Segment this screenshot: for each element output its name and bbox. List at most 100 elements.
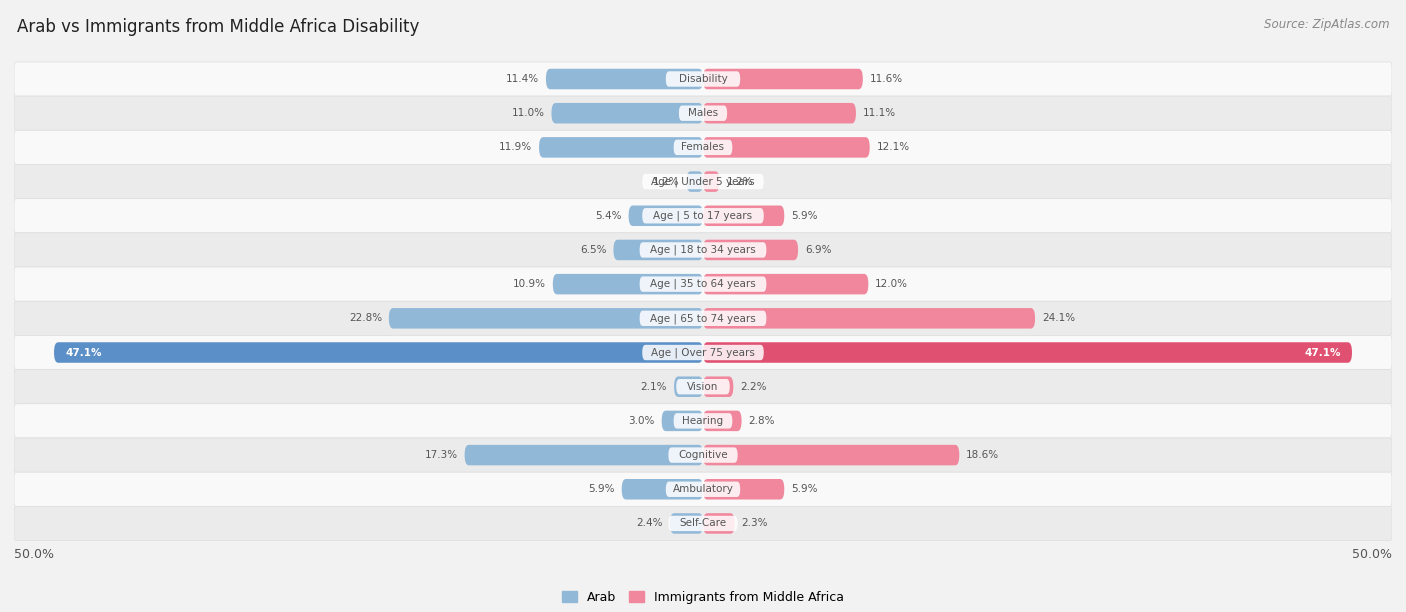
Text: Arab vs Immigrants from Middle Africa Disability: Arab vs Immigrants from Middle Africa Di… <box>17 18 419 36</box>
FancyBboxPatch shape <box>14 199 1392 233</box>
FancyBboxPatch shape <box>668 447 738 463</box>
Text: 2.8%: 2.8% <box>748 416 775 426</box>
Legend: Arab, Immigrants from Middle Africa: Arab, Immigrants from Middle Africa <box>557 586 849 609</box>
FancyBboxPatch shape <box>703 103 856 124</box>
FancyBboxPatch shape <box>703 240 799 260</box>
FancyBboxPatch shape <box>14 335 1392 370</box>
FancyBboxPatch shape <box>538 137 703 158</box>
FancyBboxPatch shape <box>14 506 1392 540</box>
FancyBboxPatch shape <box>628 206 703 226</box>
FancyBboxPatch shape <box>703 376 734 397</box>
FancyBboxPatch shape <box>679 105 727 121</box>
FancyBboxPatch shape <box>703 274 869 294</box>
FancyBboxPatch shape <box>14 62 1392 96</box>
FancyBboxPatch shape <box>14 301 1392 335</box>
FancyBboxPatch shape <box>669 513 703 534</box>
FancyBboxPatch shape <box>673 376 703 397</box>
Text: 2.4%: 2.4% <box>637 518 664 528</box>
Text: Hearing: Hearing <box>682 416 724 426</box>
FancyBboxPatch shape <box>551 103 703 124</box>
Text: Age | Over 75 years: Age | Over 75 years <box>651 347 755 358</box>
FancyBboxPatch shape <box>464 445 703 465</box>
FancyBboxPatch shape <box>703 513 735 534</box>
Text: 6.5%: 6.5% <box>581 245 606 255</box>
FancyBboxPatch shape <box>640 311 766 326</box>
FancyBboxPatch shape <box>703 69 863 89</box>
FancyBboxPatch shape <box>14 404 1392 438</box>
FancyBboxPatch shape <box>14 370 1392 404</box>
FancyBboxPatch shape <box>53 342 703 363</box>
Text: 6.9%: 6.9% <box>806 245 831 255</box>
FancyBboxPatch shape <box>14 233 1392 267</box>
FancyBboxPatch shape <box>673 140 733 155</box>
FancyBboxPatch shape <box>703 445 959 465</box>
FancyBboxPatch shape <box>613 240 703 260</box>
Text: 47.1%: 47.1% <box>65 348 101 357</box>
Text: Age | Under 5 years: Age | Under 5 years <box>651 176 755 187</box>
Text: 5.9%: 5.9% <box>792 484 818 494</box>
FancyBboxPatch shape <box>621 479 703 499</box>
FancyBboxPatch shape <box>703 411 741 431</box>
Text: 11.1%: 11.1% <box>863 108 896 118</box>
Text: 11.4%: 11.4% <box>506 74 538 84</box>
FancyBboxPatch shape <box>546 69 703 89</box>
Text: Females: Females <box>682 143 724 152</box>
FancyBboxPatch shape <box>14 267 1392 301</box>
Text: 18.6%: 18.6% <box>966 450 1000 460</box>
Text: Age | 65 to 74 years: Age | 65 to 74 years <box>650 313 756 324</box>
FancyBboxPatch shape <box>703 308 1035 329</box>
Text: Vision: Vision <box>688 382 718 392</box>
Text: 5.9%: 5.9% <box>588 484 614 494</box>
Text: Disability: Disability <box>679 74 727 84</box>
FancyBboxPatch shape <box>703 206 785 226</box>
FancyBboxPatch shape <box>676 379 730 394</box>
FancyBboxPatch shape <box>662 411 703 431</box>
FancyBboxPatch shape <box>14 130 1392 165</box>
FancyBboxPatch shape <box>14 438 1392 472</box>
Text: Source: ZipAtlas.com: Source: ZipAtlas.com <box>1264 18 1389 31</box>
FancyBboxPatch shape <box>643 345 763 360</box>
Text: Cognitive: Cognitive <box>678 450 728 460</box>
Text: 11.9%: 11.9% <box>499 143 531 152</box>
Text: 11.6%: 11.6% <box>870 74 903 84</box>
Text: 2.1%: 2.1% <box>641 382 668 392</box>
Text: 2.2%: 2.2% <box>740 382 766 392</box>
Text: 12.1%: 12.1% <box>876 143 910 152</box>
Text: Ambulatory: Ambulatory <box>672 484 734 494</box>
Text: Age | 5 to 17 years: Age | 5 to 17 years <box>654 211 752 221</box>
Text: 3.0%: 3.0% <box>628 416 655 426</box>
FancyBboxPatch shape <box>14 96 1392 130</box>
FancyBboxPatch shape <box>673 413 733 428</box>
FancyBboxPatch shape <box>553 274 703 294</box>
Text: 10.9%: 10.9% <box>513 279 546 289</box>
FancyBboxPatch shape <box>643 174 763 189</box>
FancyBboxPatch shape <box>643 208 763 223</box>
Text: 24.1%: 24.1% <box>1042 313 1076 323</box>
Text: 50.0%: 50.0% <box>1353 548 1392 561</box>
FancyBboxPatch shape <box>703 342 1353 363</box>
FancyBboxPatch shape <box>640 242 766 258</box>
FancyBboxPatch shape <box>14 472 1392 506</box>
FancyBboxPatch shape <box>389 308 703 329</box>
Text: 47.1%: 47.1% <box>1305 348 1341 357</box>
FancyBboxPatch shape <box>703 171 720 192</box>
Text: Males: Males <box>688 108 718 118</box>
Text: 5.4%: 5.4% <box>595 211 621 221</box>
FancyBboxPatch shape <box>640 277 766 292</box>
Text: 11.0%: 11.0% <box>512 108 544 118</box>
Text: 50.0%: 50.0% <box>14 548 53 561</box>
Text: Age | 35 to 64 years: Age | 35 to 64 years <box>650 279 756 289</box>
Text: 2.3%: 2.3% <box>741 518 768 528</box>
FancyBboxPatch shape <box>686 171 703 192</box>
Text: 22.8%: 22.8% <box>349 313 382 323</box>
FancyBboxPatch shape <box>14 165 1392 199</box>
Text: 5.9%: 5.9% <box>792 211 818 221</box>
Text: Self-Care: Self-Care <box>679 518 727 528</box>
Text: 1.2%: 1.2% <box>727 177 754 187</box>
FancyBboxPatch shape <box>703 137 870 158</box>
FancyBboxPatch shape <box>668 516 738 531</box>
Text: 17.3%: 17.3% <box>425 450 458 460</box>
Text: Age | 18 to 34 years: Age | 18 to 34 years <box>650 245 756 255</box>
Text: 1.2%: 1.2% <box>652 177 679 187</box>
Text: 12.0%: 12.0% <box>875 279 908 289</box>
